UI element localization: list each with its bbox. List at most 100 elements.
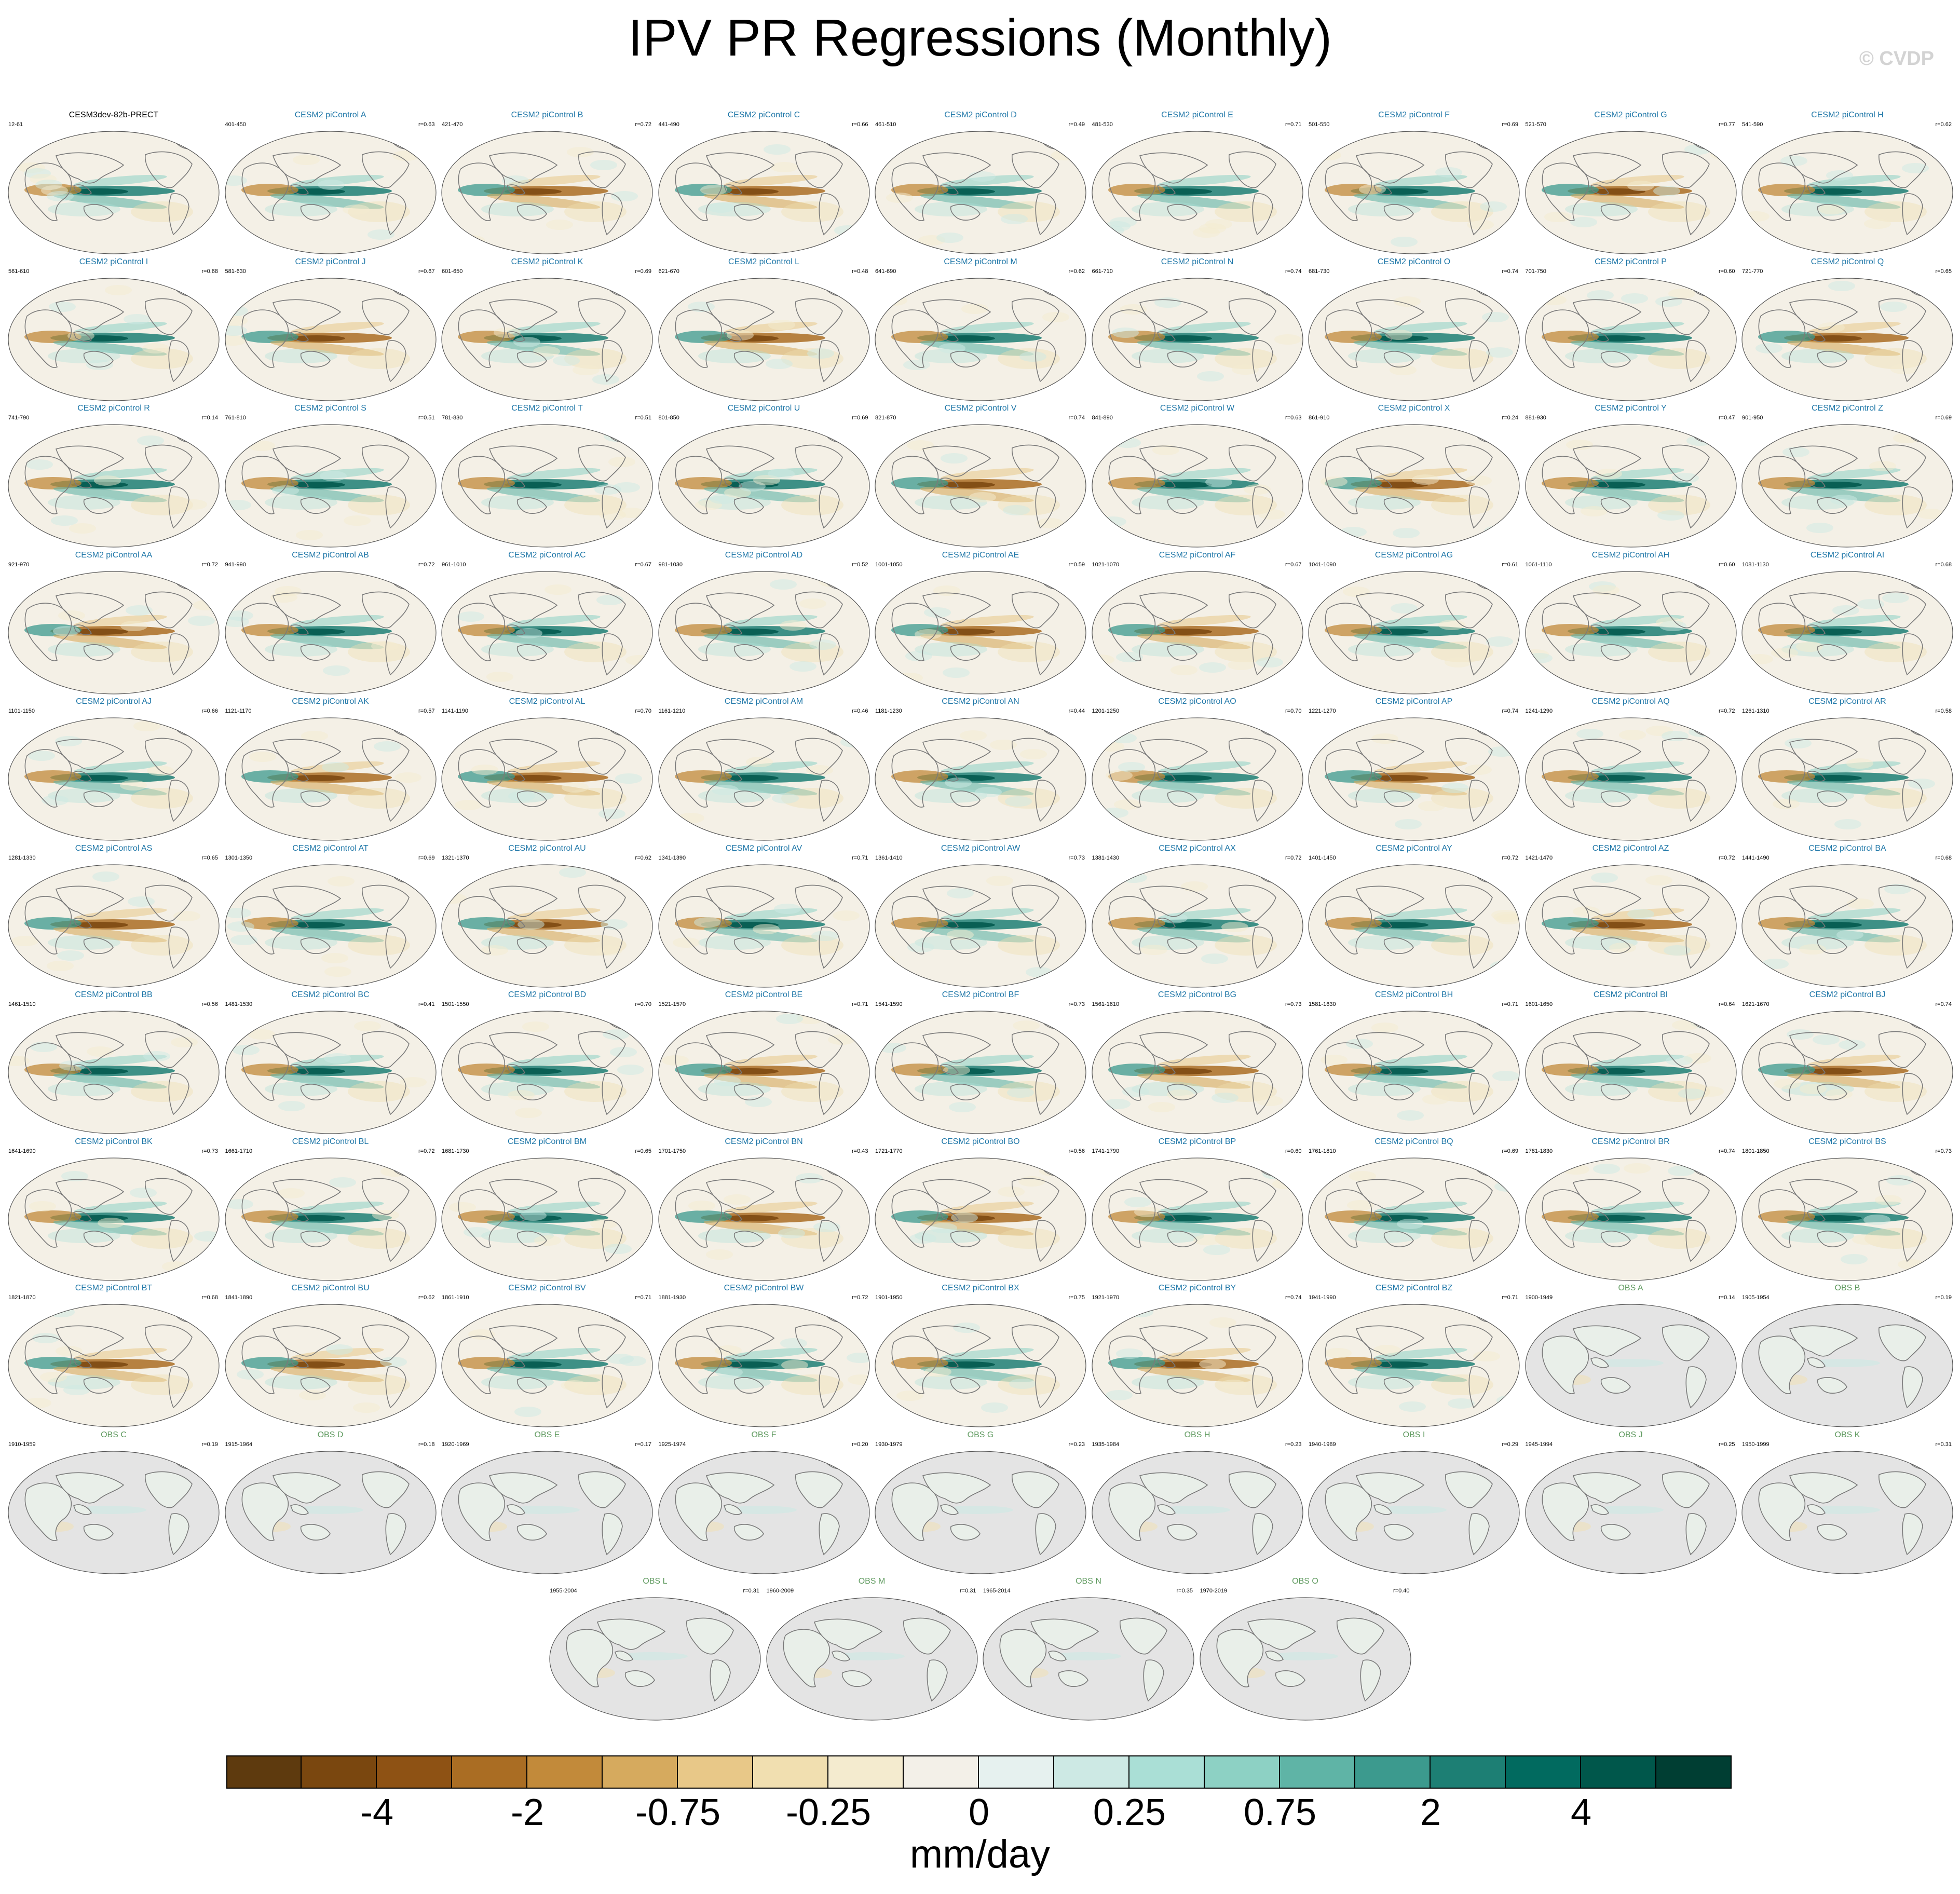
panel-pattern-correlation: r=0.74 <box>1502 708 1519 714</box>
panel-title: OBS D <box>317 1430 344 1439</box>
panel-pattern-correlation: r=0.29 <box>1502 1441 1519 1448</box>
panel-years: 981-1030 <box>658 561 683 568</box>
map-plot <box>441 864 653 988</box>
panel-title: CESM2 piControl BD <box>508 990 587 999</box>
panel-years: 1881-1930 <box>658 1295 686 1301</box>
map-plot <box>1525 570 1737 694</box>
panel-title: CESM2 piControl F <box>1378 111 1450 119</box>
panel-years: 1521-1570 <box>658 1001 686 1007</box>
copyright-label: © CVDP <box>1859 48 1934 70</box>
panel-title: CESM2 piControl BS <box>1808 1137 1886 1146</box>
panel-years: 561-610 <box>8 268 30 275</box>
figure-title: IPV PR Regressions (Monthly) <box>628 9 1332 67</box>
continent-outlines <box>891 1167 1065 1262</box>
panel-pattern-correlation: r=0.70 <box>635 708 652 714</box>
panel-pattern-correlation: r=0.31 <box>743 1588 760 1594</box>
panel-title: CESM2 piControl E <box>1161 111 1233 119</box>
panel-pattern-correlation: r=0.72 <box>1719 708 1735 714</box>
map-plot <box>1741 1011 1953 1134</box>
map-panel: CESM2 piControl M 641-690 r=0.62 <box>873 257 1088 403</box>
panel-years: 641-690 <box>875 268 896 275</box>
panel-years: 1721-1770 <box>875 1148 903 1154</box>
map-panel: CESM2 piControl AI 1081-1130 r=0.68 <box>1740 550 1955 697</box>
map-plot <box>658 277 870 401</box>
panel-title: OBS B <box>1834 1284 1860 1292</box>
continent-outlines <box>458 1021 632 1115</box>
map-plot <box>224 864 437 988</box>
map-plot <box>1091 1304 1303 1427</box>
continent-outlines <box>458 874 632 969</box>
map-plot <box>1525 1011 1737 1134</box>
panel-years: 1935-1984 <box>1092 1441 1120 1448</box>
map-plot <box>766 1597 978 1721</box>
panel-years: 1910-1959 <box>8 1441 36 1448</box>
map-plot <box>658 1157 870 1281</box>
colorbar-box <box>753 1755 828 1789</box>
panel-years: 1181-1230 <box>875 708 902 714</box>
panel-title: CESM2 piControl BJ <box>1809 990 1886 999</box>
panel-years: 1761-1810 <box>1309 1148 1336 1154</box>
map-panel: CESM2 piControl BG 1561-1610 r=0.73 <box>1090 990 1305 1136</box>
map-panel: OBS K 1950-1999 r=0.31 <box>1740 1430 1955 1576</box>
panel-title: OBS H <box>1184 1430 1210 1439</box>
map-panel: CESM2 piControl E 481-530 r=0.71 <box>1090 110 1305 256</box>
map-panel: CESM2 piControl BU 1841-1890 r=0.62 <box>223 1283 438 1429</box>
map-plot <box>1308 277 1520 401</box>
colorbar-box <box>302 1755 377 1789</box>
map-plot <box>1091 1450 1303 1574</box>
panel-years: 621-670 <box>658 268 679 275</box>
panel-title: CESM2 piControl AW <box>941 843 1020 853</box>
panel-years: 1861-1910 <box>442 1295 469 1301</box>
panel-years: 1941-1990 <box>1309 1295 1336 1301</box>
panel-pattern-correlation: r=0.69 <box>1502 1148 1519 1154</box>
regression-field <box>886 150 1078 246</box>
map-panel: CESM2 piControl AY 1401-1450 r=0.72 <box>1306 843 1521 990</box>
continent-outlines <box>1758 1314 1932 1409</box>
map-plot <box>224 717 437 841</box>
panel-pattern-correlation: r=0.41 <box>418 1001 435 1007</box>
panel-pattern-correlation: r=0.67 <box>635 561 652 568</box>
map-plot <box>441 1157 653 1281</box>
map-panel: CESM2 piControl BD 1501-1550 r=0.70 <box>440 990 655 1136</box>
map-plot <box>1091 1011 1303 1134</box>
panel-title: OBS M <box>858 1577 886 1586</box>
map-panel: CESM2 piControl AW 1361-1410 r=0.73 <box>873 843 1088 990</box>
panel-pattern-correlation: r=0.71 <box>1502 1001 1519 1007</box>
map-panel: CESM2 piControl T 781-830 r=0.51 <box>440 403 655 550</box>
map-panel: CESM2 piControl X 861-910 r=0.24 <box>1306 403 1521 550</box>
colorbar-box <box>1280 1755 1355 1789</box>
panel-pattern-correlation: r=0.71 <box>635 1295 652 1301</box>
panel-title: CESM2 piControl H <box>1811 111 1884 119</box>
map-panel: OBS G 1930-1979 r=0.23 <box>873 1430 1088 1576</box>
panel-years: 1821-1870 <box>8 1295 36 1301</box>
map-plot <box>441 131 653 254</box>
panel-title: CESM2 piControl O <box>1377 257 1451 266</box>
colorbar-box <box>678 1755 753 1789</box>
regression-field <box>1097 174 1277 238</box>
panel-title: CESM3dev-82b-PRECT <box>69 111 159 119</box>
map-plot <box>224 131 437 254</box>
map-panel: CESM2 piControl P 701-750 r=0.60 <box>1523 257 1738 403</box>
map-plot <box>1525 277 1737 401</box>
colorbar <box>226 1755 1732 1789</box>
map-plot <box>1525 864 1737 988</box>
map-plot <box>224 570 437 694</box>
panel-pattern-correlation: r=0.24 <box>1502 415 1519 421</box>
panel-years: 1681-1730 <box>442 1148 469 1154</box>
panel-years: 461-510 <box>875 121 896 128</box>
map-panel: CESM2 piControl J 581-630 r=0.67 <box>223 257 438 403</box>
colorbar-box <box>1355 1755 1431 1789</box>
regression-field <box>672 903 860 956</box>
continent-outlines <box>675 434 848 529</box>
map-panel: CESM2 piControl BW 1881-1930 r=0.72 <box>657 1283 872 1429</box>
panel-title: CESM2 piControl G <box>1594 111 1667 119</box>
map-panel: CESM2 piControl AB 941-990 r=0.72 <box>223 550 438 697</box>
panel-years: 401-450 <box>225 121 246 128</box>
panel-years: 12-61 <box>8 121 23 128</box>
panel-years: 1241-1290 <box>1525 708 1553 714</box>
panel-pattern-correlation: r=0.73 <box>1285 1001 1302 1007</box>
map-panel: CESM2 piControl AG 1041-1090 r=0.61 <box>1306 550 1521 697</box>
panel-years: 781-830 <box>442 415 463 421</box>
panel-pattern-correlation: r=0.72 <box>418 1148 435 1154</box>
